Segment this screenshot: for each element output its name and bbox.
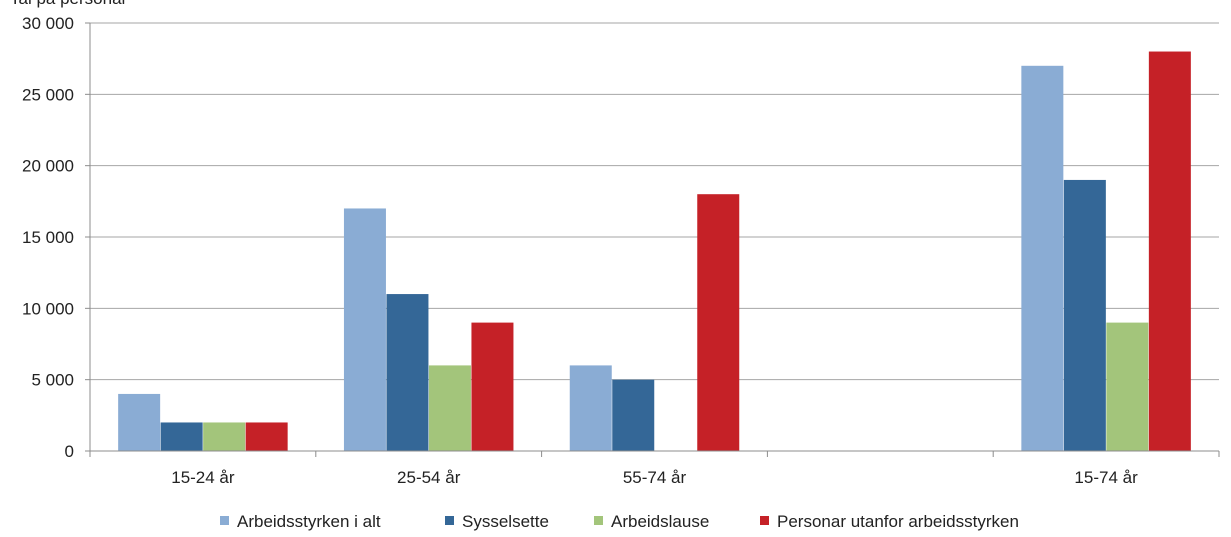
bars [118,51,1191,452]
legend: Arbeidsstyrken i alt Sysselsette Arbeidsla… [220,512,1019,531]
legend-swatch [445,516,454,525]
y-tick-label: 0 [65,442,74,461]
legend-label: Arbeidslause [611,512,709,531]
bar [118,393,161,451]
x-tick-label: 15-74 år [1074,468,1138,487]
legend-label: Sysselsette [462,512,549,531]
bar [428,365,471,451]
legend-swatch [220,516,229,525]
bar [569,365,612,451]
y-tick-label: 15 000 [22,228,74,247]
axes [85,22,1220,457]
x-tick-label: 25-54 år [397,468,461,487]
y-tick-label: 20 000 [22,157,74,176]
legend-label: Arbeidsstyrken i alt [237,512,381,531]
bar [612,379,655,451]
y-tick-label: 5 000 [31,371,74,390]
legend-label: Personar utanfor arbeidsstyrken [777,512,1019,531]
bar [245,422,288,451]
x-tick-label: 55-74 år [623,468,687,487]
legend-swatch [760,516,769,525]
bar [471,322,514,451]
y-tick-labels: 0 5 000 10 000 15 000 20 000 25 000 30 000 [22,14,74,461]
bar [1148,51,1191,452]
y-tick-label: 10 000 [22,299,74,318]
y-axis-label: Tal på personar [10,0,128,8]
bar [386,294,429,451]
bar [697,194,740,451]
y-tick-label: 30 000 [22,14,74,33]
y-tick-label: 25 000 [22,85,74,104]
bar [1021,65,1064,452]
legend-swatch [594,516,603,525]
bar [160,422,203,451]
x-tick-label: 15-24 år [171,468,235,487]
bar [203,422,246,451]
bar [1106,322,1149,451]
bar [1063,179,1106,451]
bar [343,208,386,451]
x-tick-labels: 15-24 år 25-54 år 55-74 år 15-74 år [171,468,1138,487]
